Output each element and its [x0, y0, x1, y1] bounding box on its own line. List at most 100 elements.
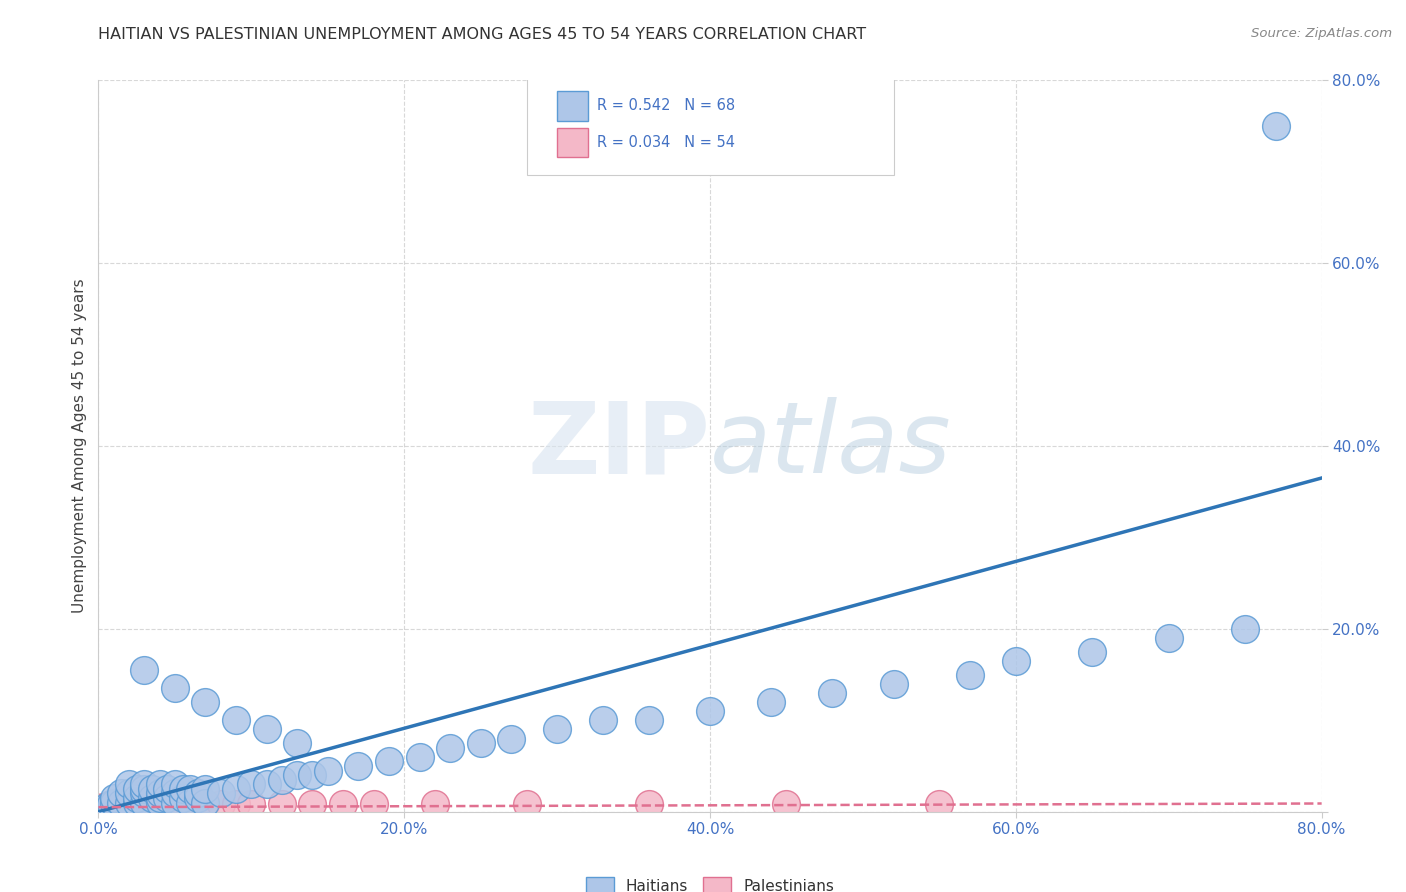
Point	[125, 781, 148, 796]
Legend: Haitians, Palestinians: Haitians, Palestinians	[579, 871, 841, 892]
Point	[592, 714, 614, 728]
Point	[149, 800, 172, 814]
Point	[134, 796, 156, 810]
Point	[378, 755, 401, 769]
Point	[187, 797, 209, 812]
Point	[516, 797, 538, 812]
Point	[121, 797, 143, 812]
Point	[91, 800, 114, 814]
Point	[115, 800, 138, 814]
Point	[136, 800, 159, 814]
Point	[156, 800, 179, 814]
Point	[759, 695, 782, 709]
Point	[187, 791, 209, 805]
Text: atlas: atlas	[710, 398, 952, 494]
Point	[103, 797, 125, 812]
Point	[156, 797, 179, 812]
Point	[94, 800, 117, 814]
Point	[125, 791, 148, 805]
Point	[285, 736, 308, 750]
Point	[125, 794, 148, 808]
Point	[118, 787, 141, 801]
Point	[103, 796, 125, 810]
Point	[141, 797, 163, 812]
Point	[110, 797, 132, 812]
Point	[179, 797, 201, 812]
Point	[179, 781, 201, 796]
Point	[347, 759, 370, 773]
Point	[172, 797, 194, 812]
Point	[187, 787, 209, 801]
Point	[118, 797, 141, 812]
Point	[225, 781, 247, 796]
Point	[134, 797, 156, 812]
Text: HAITIAN VS PALESTINIAN UNEMPLOYMENT AMONG AGES 45 TO 54 YEARS CORRELATION CHART: HAITIAN VS PALESTINIAN UNEMPLOYMENT AMON…	[98, 27, 866, 42]
Point	[163, 777, 186, 791]
Point	[103, 800, 125, 814]
Point	[332, 797, 354, 812]
Text: R = 0.034   N = 54: R = 0.034 N = 54	[598, 135, 735, 150]
Point	[546, 723, 568, 737]
Point	[94, 800, 117, 814]
Point	[163, 681, 186, 696]
Point	[110, 800, 132, 814]
Point	[699, 704, 721, 718]
Point	[240, 777, 263, 791]
Point	[125, 800, 148, 814]
Point	[136, 797, 159, 812]
Point	[125, 796, 148, 810]
Point	[285, 768, 308, 782]
Point	[363, 797, 385, 812]
Point	[125, 797, 148, 812]
Point	[145, 797, 167, 812]
Y-axis label: Unemployment Among Ages 45 to 54 years: Unemployment Among Ages 45 to 54 years	[72, 278, 87, 614]
Point	[883, 676, 905, 690]
Point	[316, 764, 339, 778]
Point	[163, 797, 186, 812]
Point	[209, 787, 232, 801]
Point	[240, 797, 263, 812]
Point	[637, 797, 661, 812]
Point	[149, 791, 172, 805]
Point	[118, 800, 141, 814]
Point	[156, 791, 179, 805]
FancyBboxPatch shape	[526, 77, 894, 176]
Point	[115, 797, 138, 812]
Point	[172, 791, 194, 805]
Point	[928, 797, 950, 812]
Point	[134, 800, 156, 814]
Point	[225, 714, 247, 728]
Point	[100, 797, 122, 812]
Point	[821, 686, 844, 700]
Point	[637, 714, 661, 728]
Point	[145, 800, 167, 814]
Point	[149, 797, 172, 812]
Point	[1004, 654, 1026, 668]
Point	[149, 787, 172, 801]
Point	[959, 667, 981, 681]
Point	[270, 772, 292, 787]
Point	[256, 723, 278, 737]
Point	[110, 787, 132, 801]
Point	[129, 797, 152, 812]
Point	[256, 777, 278, 791]
Point	[194, 781, 217, 796]
Point	[105, 797, 128, 812]
Point	[408, 749, 430, 764]
Point	[209, 797, 232, 812]
Point	[141, 781, 163, 796]
Point	[1234, 622, 1257, 636]
Text: Source: ZipAtlas.com: Source: ZipAtlas.com	[1251, 27, 1392, 40]
Point	[100, 797, 122, 812]
Point	[423, 797, 446, 812]
Text: R = 0.542   N = 68: R = 0.542 N = 68	[598, 98, 735, 113]
Point	[179, 796, 201, 810]
Point	[194, 695, 217, 709]
Point	[470, 736, 492, 750]
Point	[134, 794, 156, 808]
Point	[141, 800, 163, 814]
Point	[134, 787, 156, 801]
Point	[118, 796, 141, 810]
Point	[301, 768, 323, 782]
Point	[103, 791, 125, 805]
